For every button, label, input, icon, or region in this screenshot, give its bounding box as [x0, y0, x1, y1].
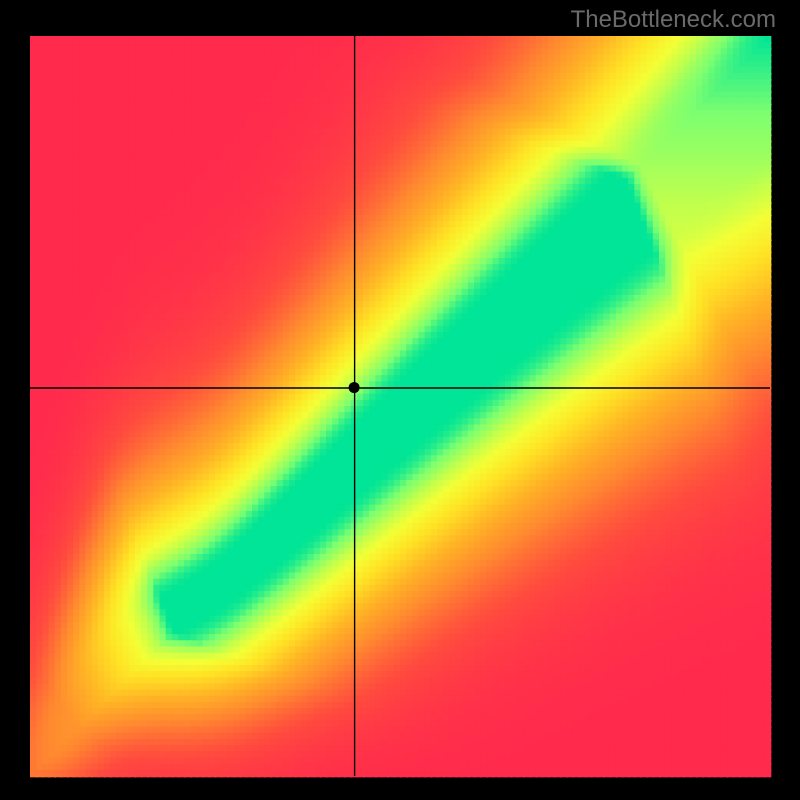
watermark: TheBottleneck.com	[571, 6, 776, 34]
bottleneck-heatmap	[0, 0, 800, 800]
